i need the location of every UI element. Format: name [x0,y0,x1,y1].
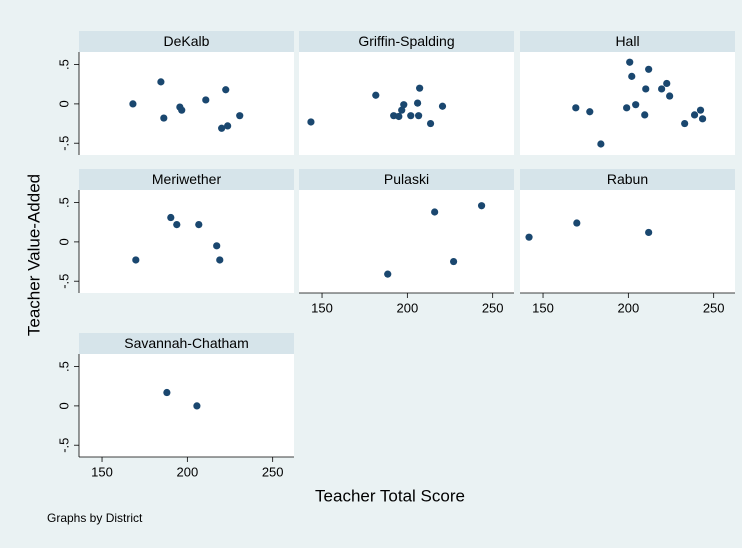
plot-area [79,52,294,155]
point [415,112,423,120]
panel-title: Pulaski [384,171,429,187]
panel-title: Meriwether [152,171,222,187]
x-tick-label: 250 [703,300,725,315]
point [132,256,140,264]
point [658,85,666,93]
point [398,106,406,114]
plot-area [520,52,735,155]
panel-title: Griffin-Spalding [358,33,454,49]
y-tick-label: -.5 [56,136,71,151]
point [193,402,201,410]
point [698,115,707,123]
panel-header [520,169,735,190]
y-tick-label: 0 [56,238,71,245]
point [666,92,674,100]
x-tick-label: 150 [91,464,113,479]
point [157,78,165,86]
panel-header [299,169,514,190]
point [178,106,186,114]
point [129,100,137,108]
point [167,213,175,222]
point [202,96,210,104]
point [586,108,594,116]
point [307,118,315,126]
point [573,219,581,227]
y-tick-label: .5 [56,59,71,70]
point [372,91,380,99]
x-tick-label: 150 [532,300,554,315]
point [449,257,458,266]
point [690,111,699,119]
point [626,58,634,66]
point [438,102,447,110]
point [477,202,486,210]
panel-title: DeKalb [164,33,210,49]
point [426,119,435,128]
panel-header [79,31,294,52]
point [623,104,631,112]
x-tick-label: 250 [262,464,284,479]
x-axis-title: Teacher Total Score [315,486,465,505]
point [395,112,403,121]
point [236,112,244,120]
y-tick-label: .5 [56,197,71,208]
panel-header [299,31,514,52]
note: Graphs by District [47,511,143,525]
point [163,388,171,397]
point [160,114,168,122]
y-axis-title: Teacher Value-Added [24,174,43,336]
point [597,140,605,148]
x-tick-label: 250 [482,300,504,315]
plot-area [520,190,735,293]
point [431,208,439,216]
plot-area [79,354,294,457]
panel-header [520,31,735,52]
panel-title: Savannah-Chatham [124,335,249,351]
point [663,79,671,88]
point [213,242,221,250]
panel-header [79,169,294,190]
point [642,85,650,93]
point [218,124,226,132]
point [413,99,422,107]
x-tick-label: 150 [311,300,333,315]
y-tick-label: -.5 [56,274,71,289]
x-tick-label: 200 [618,300,640,315]
x-tick-label: 200 [177,464,199,479]
panel-title: Hall [615,33,639,49]
point [628,72,636,80]
point [632,101,640,109]
point [195,220,203,229]
point [645,228,653,237]
y-tick-label: -.5 [56,438,71,453]
point [384,270,392,278]
panel-title: Rabun [607,171,648,187]
point [645,65,653,73]
plot-area [79,190,294,293]
point [681,119,689,128]
panel-header [79,333,294,354]
point [216,256,224,264]
point [222,86,230,94]
point [572,104,580,112]
plot-area [299,190,514,293]
point [224,122,232,130]
point [173,220,181,229]
point [407,112,415,120]
point [696,106,705,114]
x-tick-label: 200 [397,300,419,315]
point [416,84,424,92]
y-tick-label: 0 [56,100,71,107]
y-tick-label: .5 [56,361,71,372]
point [400,101,408,109]
point [641,111,649,119]
point [525,233,533,241]
y-tick-label: 0 [56,402,71,409]
